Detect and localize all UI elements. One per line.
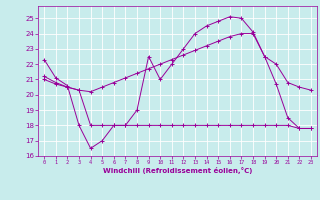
X-axis label: Windchill (Refroidissement éolien,°C): Windchill (Refroidissement éolien,°C) [103, 167, 252, 174]
